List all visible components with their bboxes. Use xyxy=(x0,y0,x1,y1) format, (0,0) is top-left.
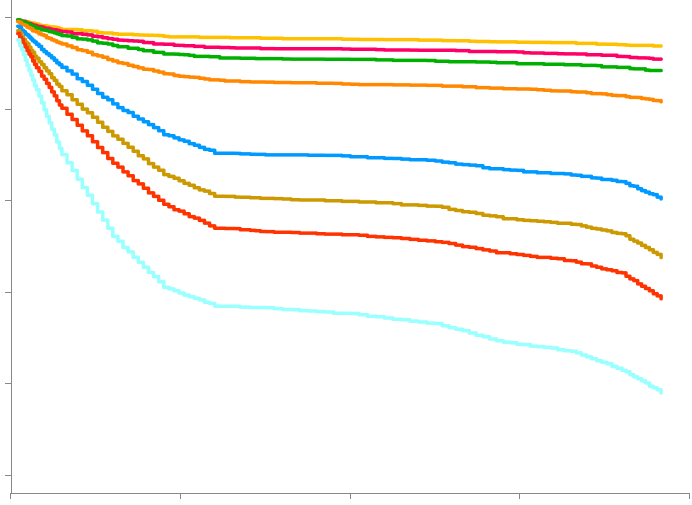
chart-axes xyxy=(5,0,690,499)
series-line-0 xyxy=(18,20,661,46)
series-layer xyxy=(18,20,661,393)
series-line-6 xyxy=(18,34,661,299)
y-axis-ticks xyxy=(5,18,11,476)
series-line-7 xyxy=(18,40,661,393)
series-line-2 xyxy=(18,20,661,71)
